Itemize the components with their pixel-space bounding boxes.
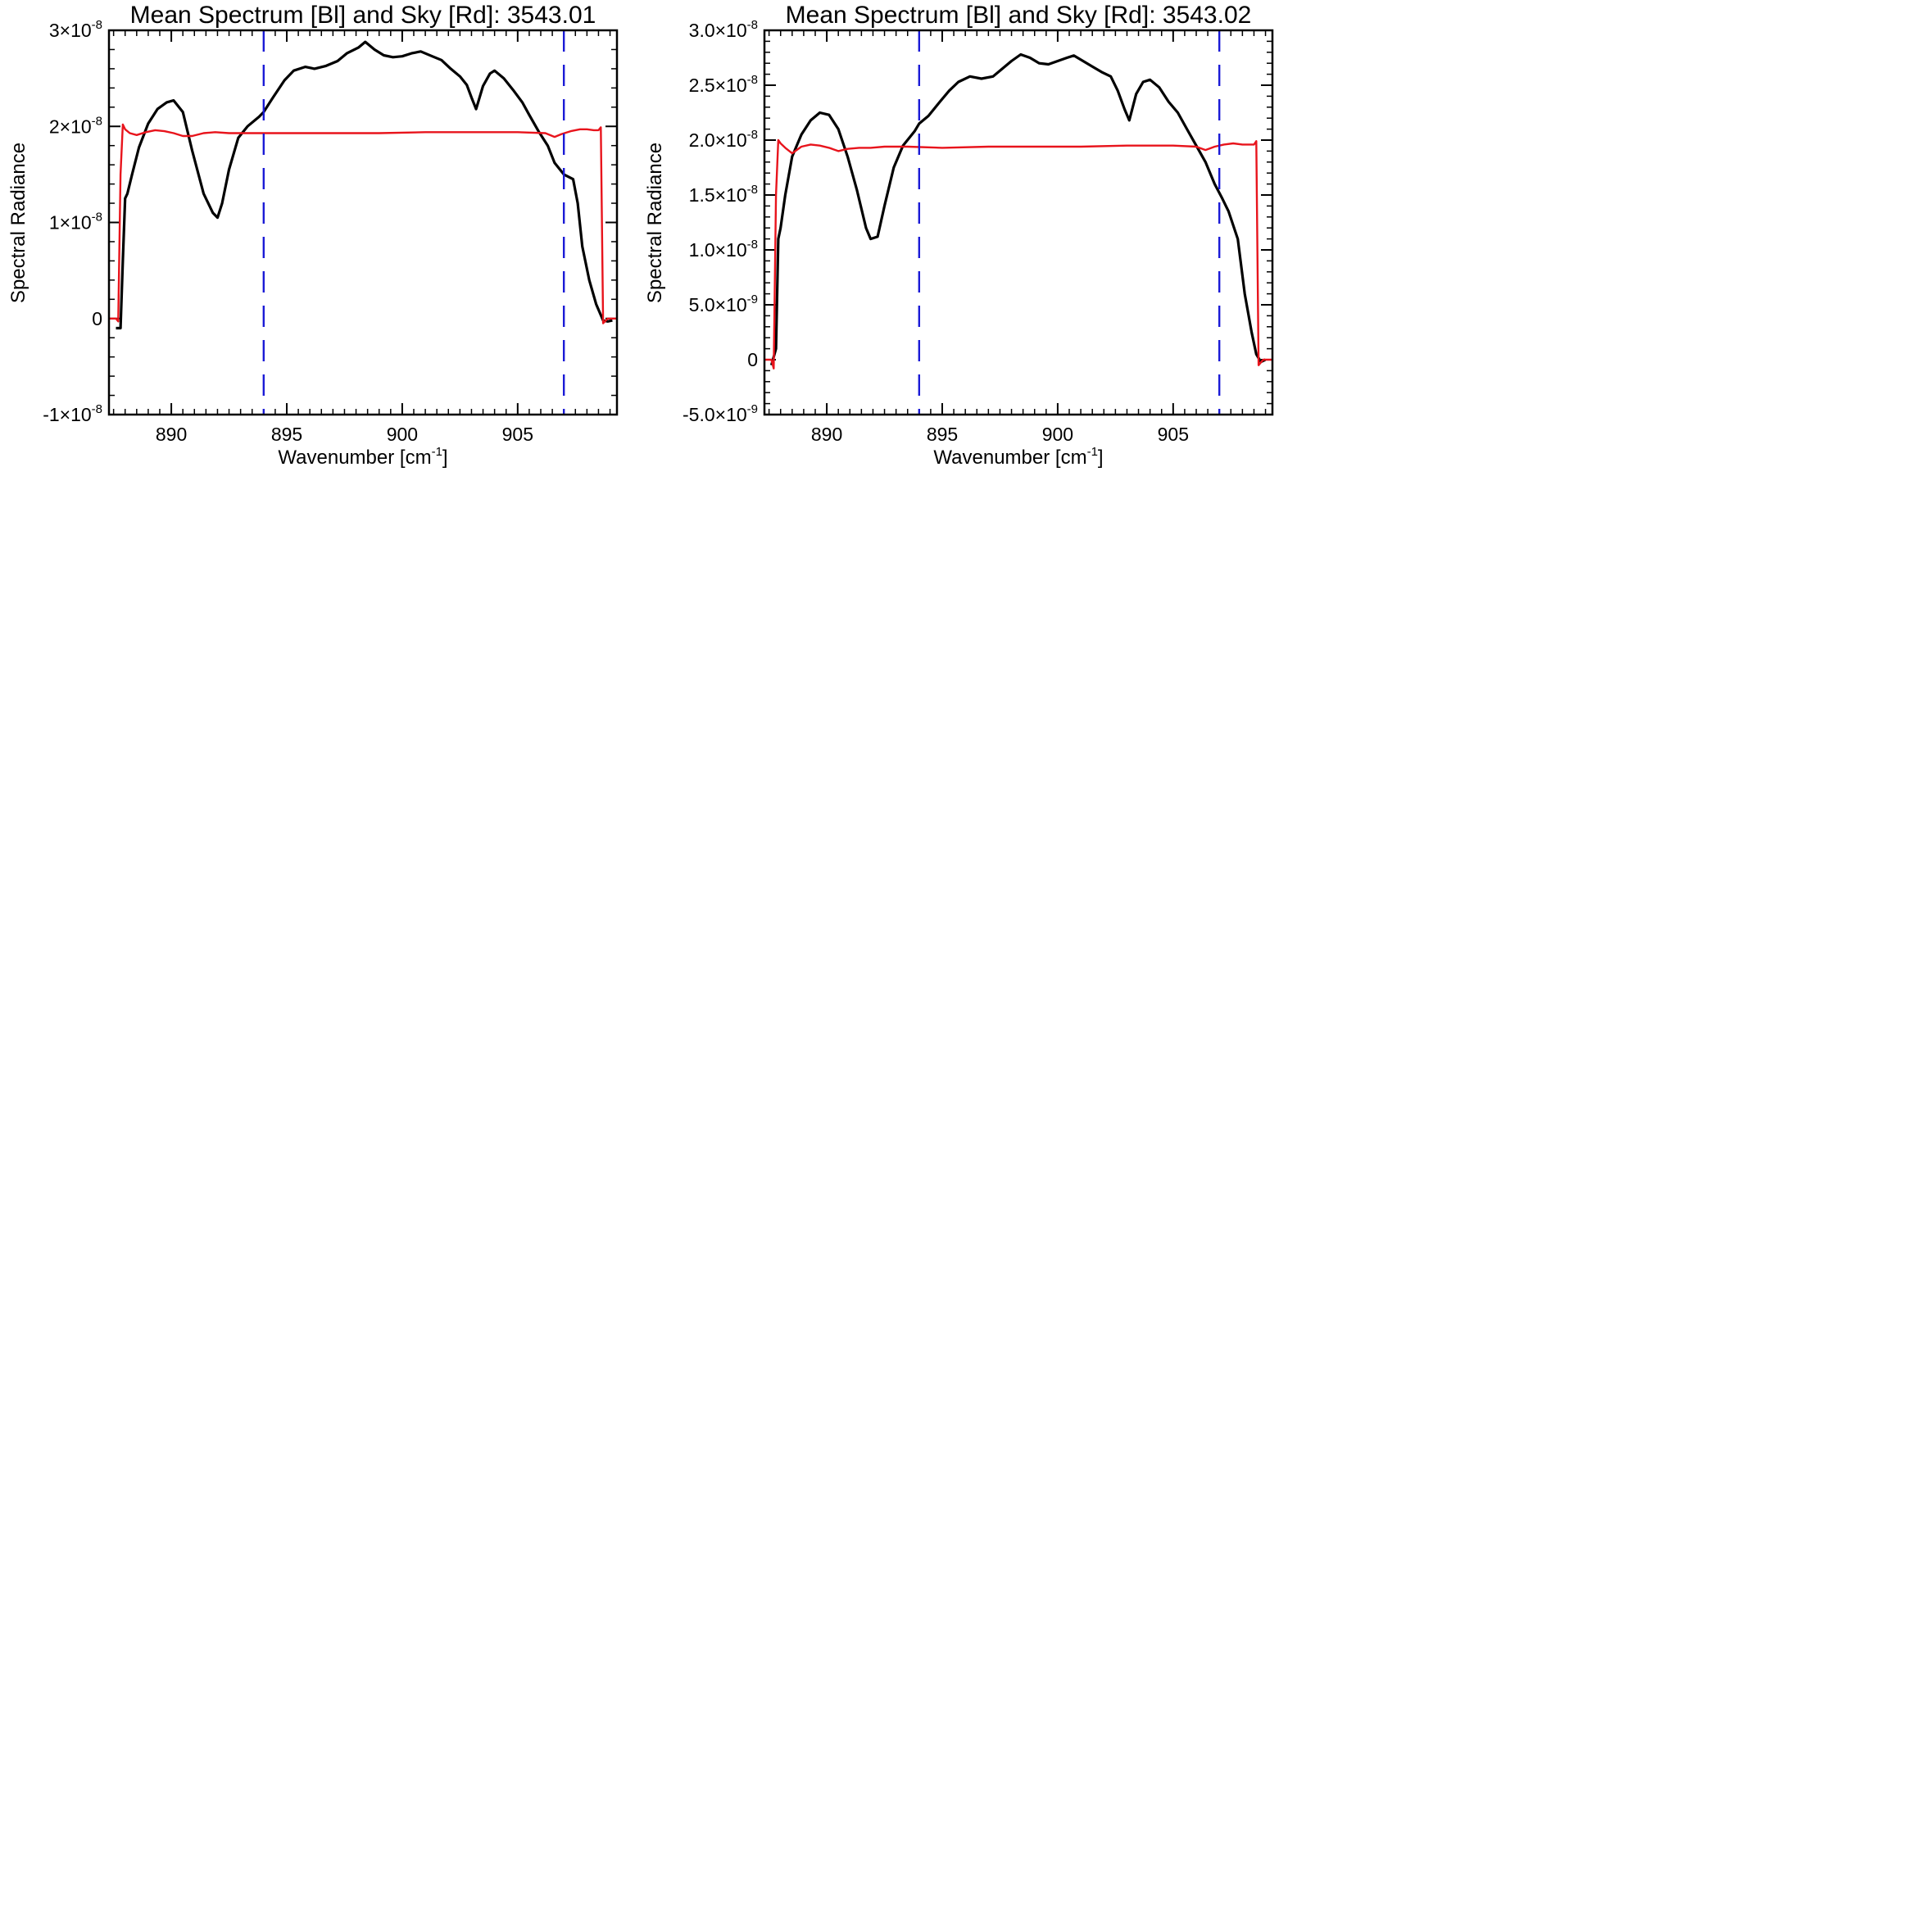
x-tick-label: 890 [156, 424, 187, 445]
plot-area [109, 30, 617, 415]
plot-frame [763, 29, 1274, 416]
chart-panel-3543-01: Mean Spectrum [Bl] and Sky [Rd]: 3543.01… [7, 2, 619, 469]
plot-area [764, 30, 1272, 415]
y-tick-label: 1×10-8 [49, 211, 102, 234]
x-axis-label: Wavenumber [cm-1] [278, 445, 447, 469]
y-tick-label: -5.0×10-9 [683, 402, 758, 425]
x-tick-label: 900 [387, 424, 418, 445]
chart-title: Mean Spectrum [Bl] and Sky [Rd]: 3543.02 [786, 2, 1252, 29]
y-tick-label: 5.0×10-9 [689, 293, 758, 315]
sky-line [764, 138, 1272, 370]
y-axis-label: Spectral Radiance [7, 143, 29, 303]
y-tick-label: 0 [92, 308, 102, 329]
y-tick-label: 3×10-8 [49, 18, 102, 41]
x-tick-label: 900 [1042, 424, 1073, 445]
x-tick-label: 895 [271, 424, 302, 445]
x-tick-label: 905 [1158, 424, 1189, 445]
axis-ticks: 890 895 900 905 -1×10-8 0 1×10-8 2×10-8 3×10-8 [43, 18, 617, 445]
x-tick-label: 890 [811, 424, 842, 445]
spectrum-line [116, 40, 613, 330]
y-axis-label: Spectral Radiance [644, 143, 666, 303]
chart-title: Mean Spectrum [Bl] and Sky [Rd]: 3543.01 [130, 2, 596, 29]
y-tick-label: 0 [747, 349, 758, 370]
chart-panel-3543-02: Mean Spectrum [Bl] and Sky [Rd]: 3543.02… [644, 2, 1274, 469]
spectrum-line [769, 52, 1267, 366]
x-tick-label: 905 [502, 424, 533, 445]
y-tick-label: 2×10-8 [49, 114, 102, 137]
sky-line [109, 123, 617, 324]
x-axis-label: Wavenumber [cm-1] [933, 445, 1103, 469]
plot-frame [107, 29, 619, 416]
y-tick-label: -1×10-8 [43, 402, 102, 425]
x-tick-label: 895 [927, 424, 958, 445]
y-tick-label: 2.5×10-8 [689, 73, 758, 96]
y-tick-label: 3.0×10-8 [689, 18, 758, 41]
y-tick-label: 1.0×10-8 [689, 238, 758, 261]
y-tick-label: 2.0×10-8 [689, 128, 758, 151]
y-tick-label: 1.5×10-8 [689, 183, 758, 206]
